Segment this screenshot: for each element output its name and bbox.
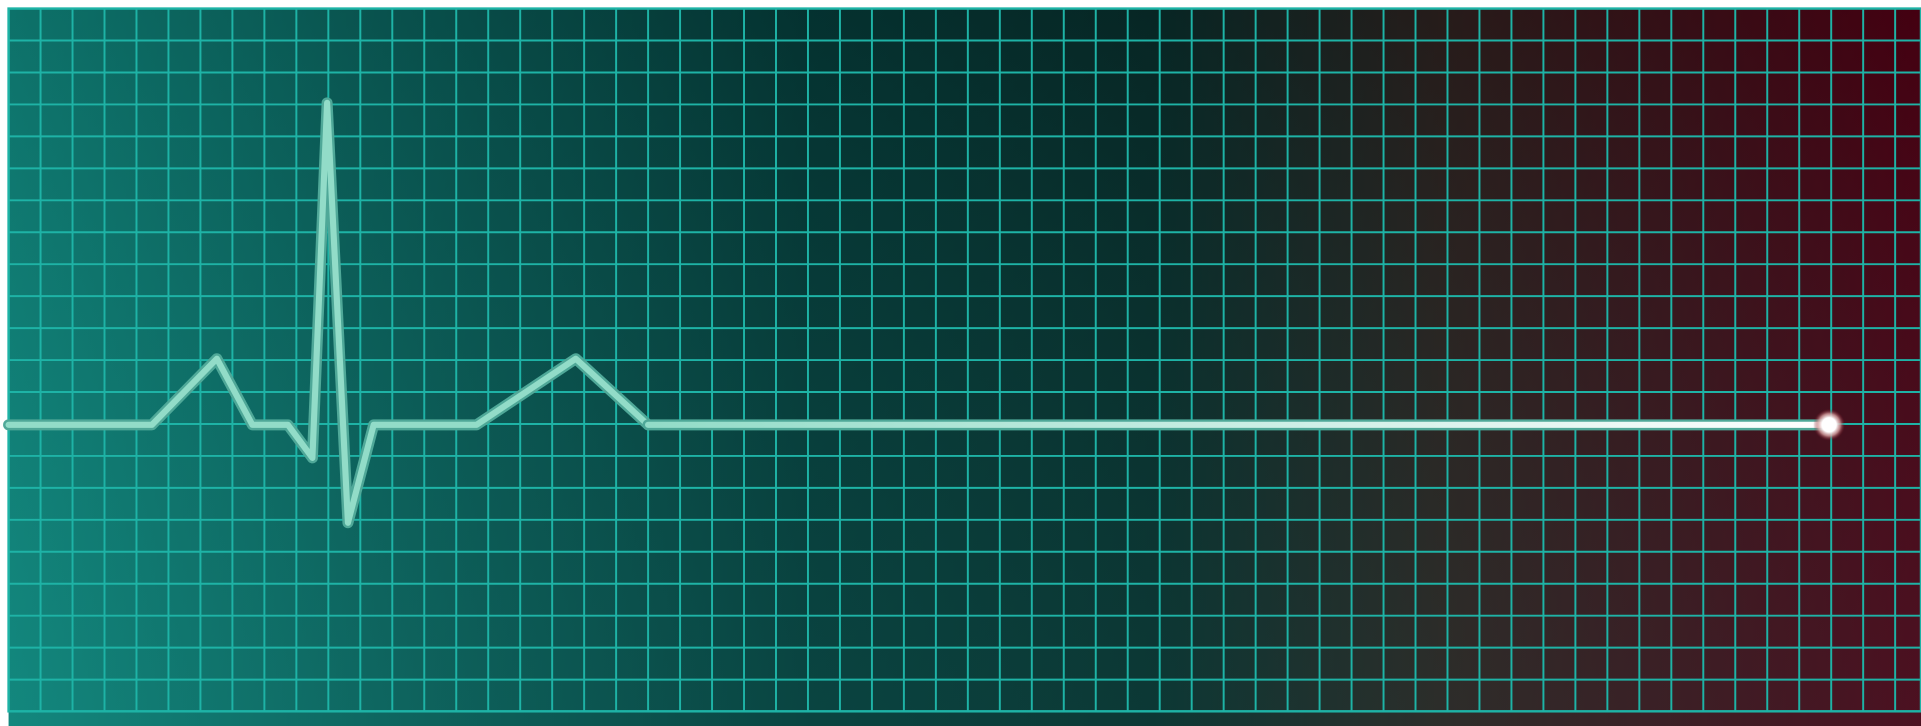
cursor-dot [1822, 418, 1836, 431]
heartbeat-line [5, 99, 652, 526]
panel-border [7, 7, 1921, 713]
